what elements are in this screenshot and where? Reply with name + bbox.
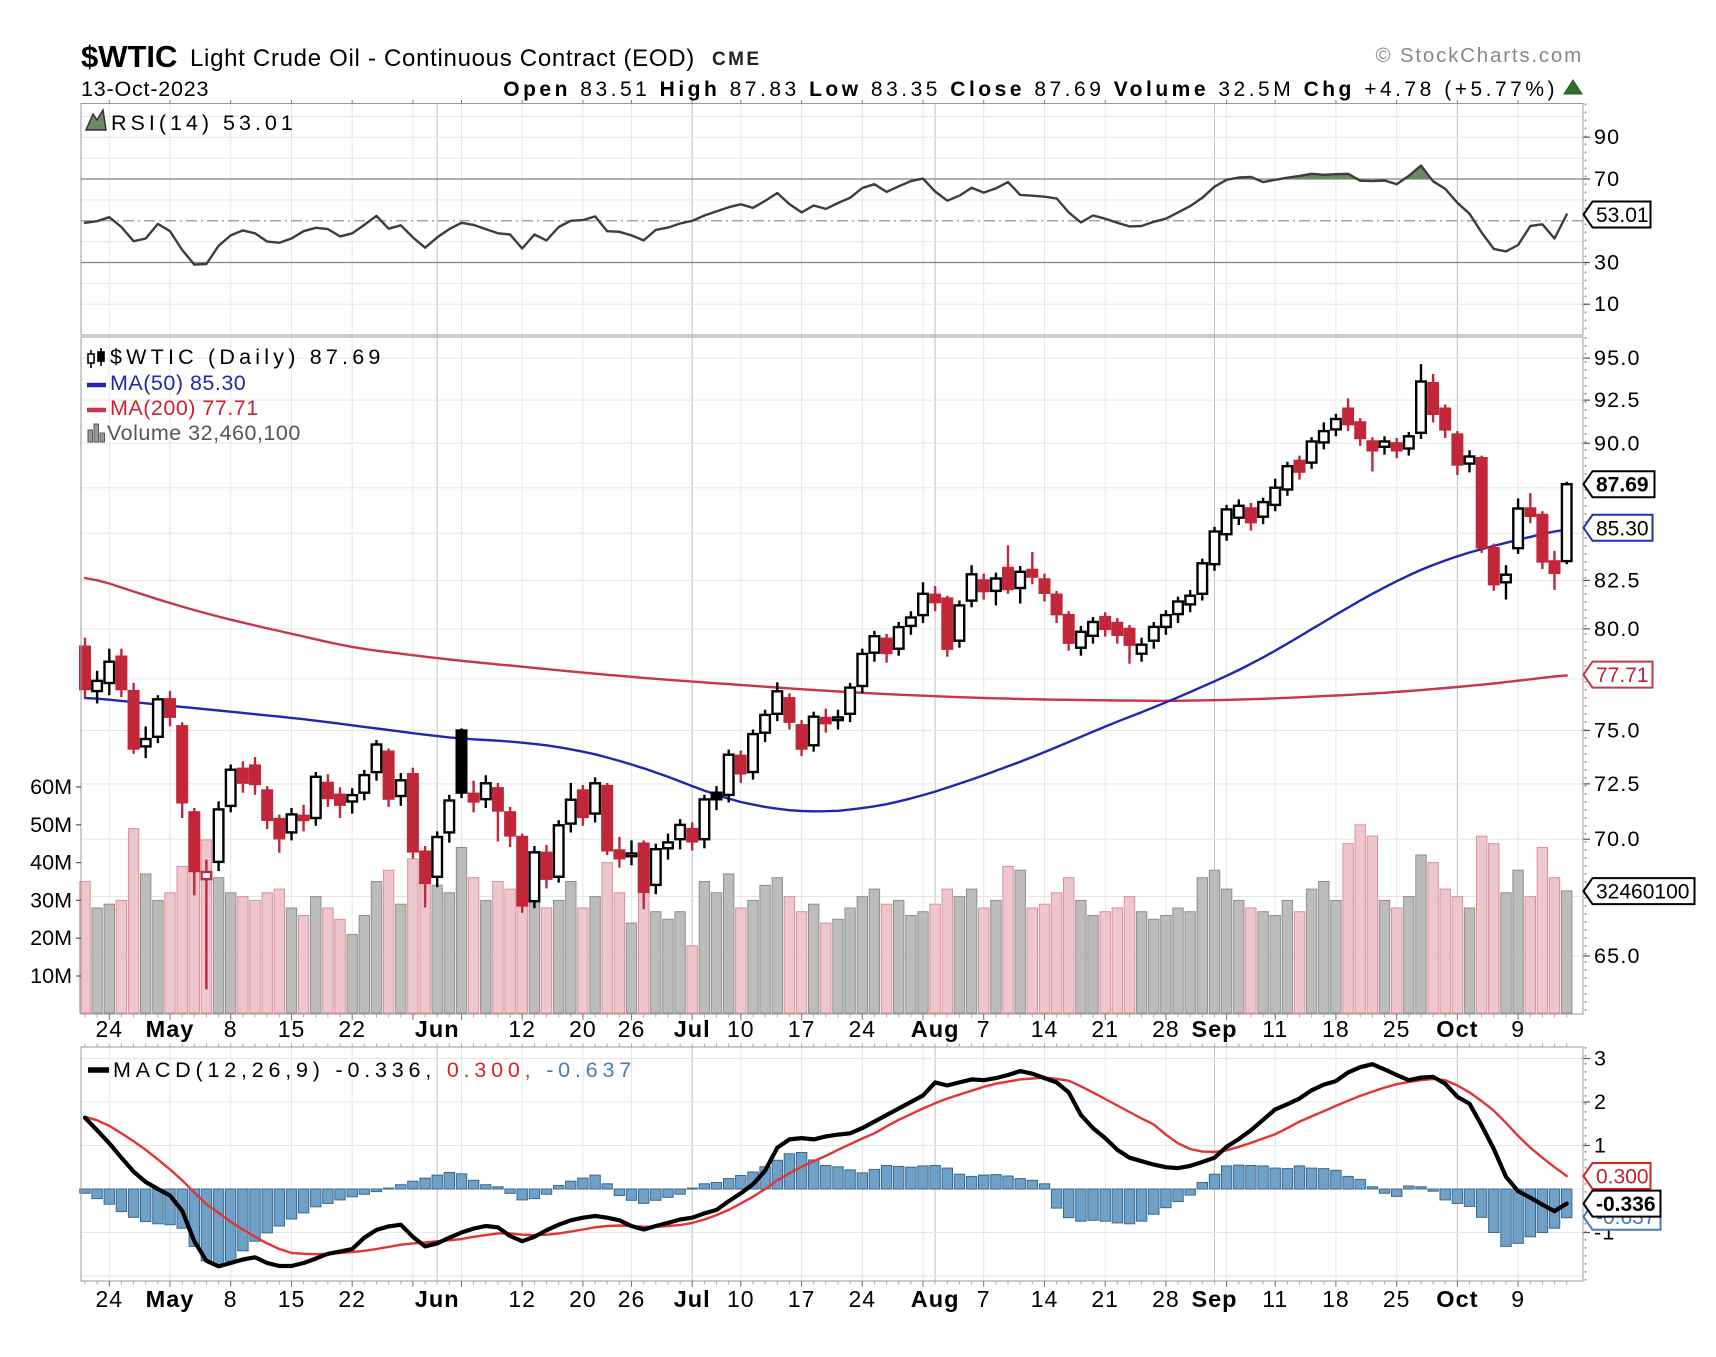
- svg-text:77.71: 77.71: [1596, 664, 1649, 687]
- svg-text:87.69: 87.69: [1596, 474, 1649, 497]
- svg-text:Jul: Jul: [674, 1286, 711, 1312]
- svg-text:-0.336: -0.336: [1596, 1193, 1656, 1216]
- svg-text:CME: CME: [712, 49, 761, 70]
- svg-text:50M: 50M: [30, 813, 72, 837]
- svg-text:15: 15: [278, 1016, 306, 1042]
- svg-text:3: 3: [1594, 1047, 1607, 1071]
- svg-text:10: 10: [727, 1016, 755, 1042]
- svg-text:60M: 60M: [30, 775, 72, 799]
- svg-text:10: 10: [1594, 292, 1620, 316]
- svg-text:20: 20: [569, 1286, 597, 1312]
- svg-text:18: 18: [1322, 1016, 1350, 1042]
- svg-text:18: 18: [1322, 1286, 1350, 1312]
- svg-text:© StockCharts.com: © StockCharts.com: [1376, 44, 1583, 67]
- svg-text:17: 17: [788, 1286, 816, 1312]
- svg-text:53.01: 53.01: [1596, 204, 1649, 227]
- svg-text:75.0: 75.0: [1594, 719, 1641, 743]
- svg-text:28: 28: [1152, 1286, 1180, 1312]
- svg-text:Aug: Aug: [911, 1286, 960, 1312]
- svg-text:40M: 40M: [30, 851, 72, 875]
- svg-text:90: 90: [1594, 125, 1620, 149]
- svg-text:Aug: Aug: [911, 1016, 960, 1042]
- svg-text:MACD(12,26,9) -0.336, 0.300, -: MACD(12,26,9) -0.336, 0.300, -0.637: [113, 1058, 636, 1082]
- svg-text:22: 22: [338, 1286, 366, 1312]
- svg-text:80.0: 80.0: [1594, 617, 1641, 641]
- svg-text:24: 24: [849, 1016, 877, 1042]
- svg-text:8: 8: [224, 1286, 238, 1312]
- svg-text:8: 8: [224, 1016, 238, 1042]
- svg-text:70: 70: [1594, 167, 1620, 191]
- svg-text:Sep: Sep: [1191, 1016, 1237, 1042]
- svg-text:Oct: Oct: [1436, 1286, 1478, 1312]
- svg-text:7: 7: [977, 1016, 991, 1042]
- svg-text:10M: 10M: [30, 964, 72, 988]
- svg-text:11: 11: [1262, 1286, 1288, 1312]
- svg-text:MA(50) 85.30: MA(50) 85.30: [110, 371, 246, 395]
- svg-text:10: 10: [727, 1286, 755, 1312]
- svg-text:12: 12: [508, 1286, 536, 1312]
- svg-text:RSI(14) 53.01: RSI(14) 53.01: [111, 111, 297, 135]
- svg-text:Jul: Jul: [674, 1016, 711, 1042]
- svg-text:82.5: 82.5: [1594, 568, 1641, 592]
- svg-text:15: 15: [278, 1286, 306, 1312]
- svg-text:72.5: 72.5: [1594, 772, 1641, 796]
- svg-text:25: 25: [1383, 1286, 1411, 1312]
- svg-text:20M: 20M: [30, 926, 72, 950]
- svg-text:30: 30: [1594, 251, 1620, 275]
- svg-text:Jun: Jun: [415, 1016, 460, 1042]
- svg-text:32460100: 32460100: [1596, 881, 1689, 904]
- svg-text:May: May: [146, 1286, 195, 1312]
- svg-text:26: 26: [618, 1286, 646, 1312]
- svg-text:85.30: 85.30: [1596, 517, 1649, 540]
- svg-text:1: 1: [1594, 1134, 1607, 1158]
- svg-text:May: May: [146, 1016, 195, 1042]
- svg-text:14: 14: [1031, 1286, 1059, 1312]
- svg-text:Jun: Jun: [415, 1286, 460, 1312]
- svg-text:24: 24: [96, 1016, 124, 1042]
- svg-text:65.0: 65.0: [1594, 944, 1641, 968]
- svg-text:95.0: 95.0: [1594, 346, 1641, 370]
- svg-text:Volume 32,460,100: Volume 32,460,100: [107, 421, 301, 445]
- svg-text:21: 21: [1091, 1016, 1119, 1042]
- svg-text:30M: 30M: [30, 888, 72, 912]
- svg-text:2: 2: [1594, 1090, 1607, 1114]
- svg-text:$WTIC (Daily) 87.69: $WTIC (Daily) 87.69: [110, 345, 385, 369]
- svg-text:$WTIC: $WTIC: [81, 39, 177, 74]
- svg-text:9: 9: [1511, 1016, 1525, 1042]
- svg-text:14: 14: [1031, 1016, 1059, 1042]
- svg-text:22: 22: [338, 1016, 366, 1042]
- svg-text:20: 20: [569, 1016, 597, 1042]
- svg-text:Open 83.51 High 87.83 Low 83.3: Open 83.51 High 87.83 Low 83.35 Close 87…: [503, 78, 1558, 101]
- svg-text:25: 25: [1383, 1016, 1411, 1042]
- svg-text:11: 11: [1262, 1016, 1288, 1042]
- svg-text:92.5: 92.5: [1594, 388, 1641, 412]
- svg-text:7: 7: [977, 1286, 991, 1312]
- svg-text:12: 12: [508, 1016, 536, 1042]
- svg-text:24: 24: [96, 1286, 124, 1312]
- svg-text:28: 28: [1152, 1016, 1180, 1042]
- svg-text:13-Oct-2023: 13-Oct-2023: [81, 77, 209, 101]
- svg-text:Oct: Oct: [1436, 1016, 1478, 1042]
- svg-text:MA(200) 77.71: MA(200) 77.71: [110, 396, 259, 420]
- svg-text:9: 9: [1511, 1286, 1525, 1312]
- svg-text:Light Crude Oil - Continuous C: Light Crude Oil - Continuous Contract (E…: [190, 45, 695, 72]
- svg-text:26: 26: [618, 1016, 646, 1042]
- svg-text:21: 21: [1091, 1286, 1119, 1312]
- svg-text:70.0: 70.0: [1594, 827, 1641, 851]
- svg-text:24: 24: [849, 1286, 877, 1312]
- svg-text:17: 17: [788, 1016, 816, 1042]
- svg-text:Sep: Sep: [1191, 1286, 1237, 1312]
- svg-text:90.0: 90.0: [1594, 431, 1641, 455]
- svg-text:0.300: 0.300: [1596, 1166, 1649, 1189]
